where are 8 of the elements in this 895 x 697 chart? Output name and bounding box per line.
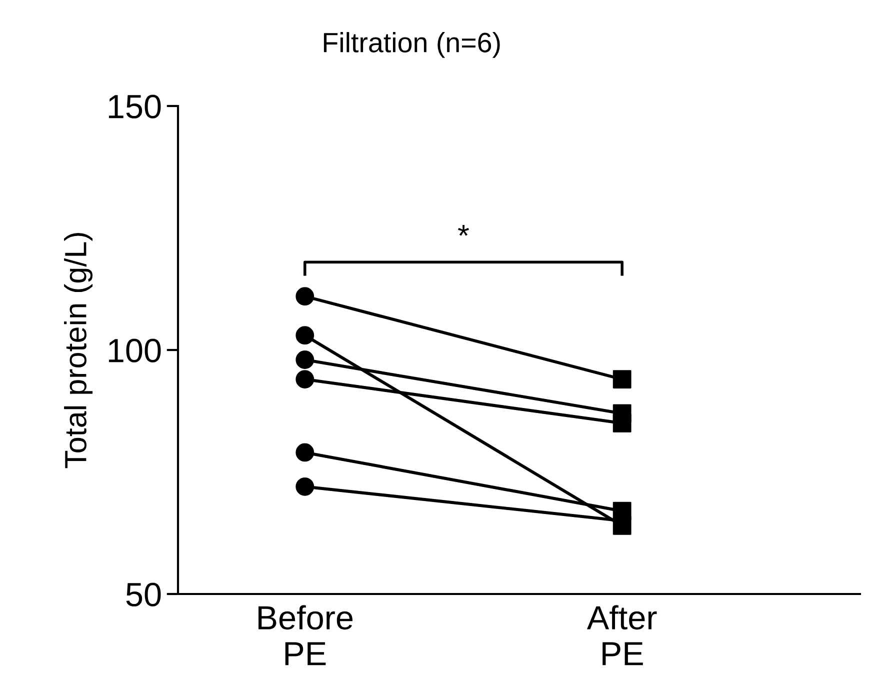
x-tick-label: Before PE xyxy=(258,605,353,666)
chart-title: Filtration (n=6) xyxy=(324,32,500,58)
y-tick-label: 150 xyxy=(108,94,161,118)
y-tick-label: 100 xyxy=(108,338,161,362)
y-axis-title: Total protein (g/L) xyxy=(64,233,93,468)
x-tick-label: After PE xyxy=(586,605,657,666)
annotation: * xyxy=(458,225,469,236)
y-tick-label: 50 xyxy=(126,582,161,606)
